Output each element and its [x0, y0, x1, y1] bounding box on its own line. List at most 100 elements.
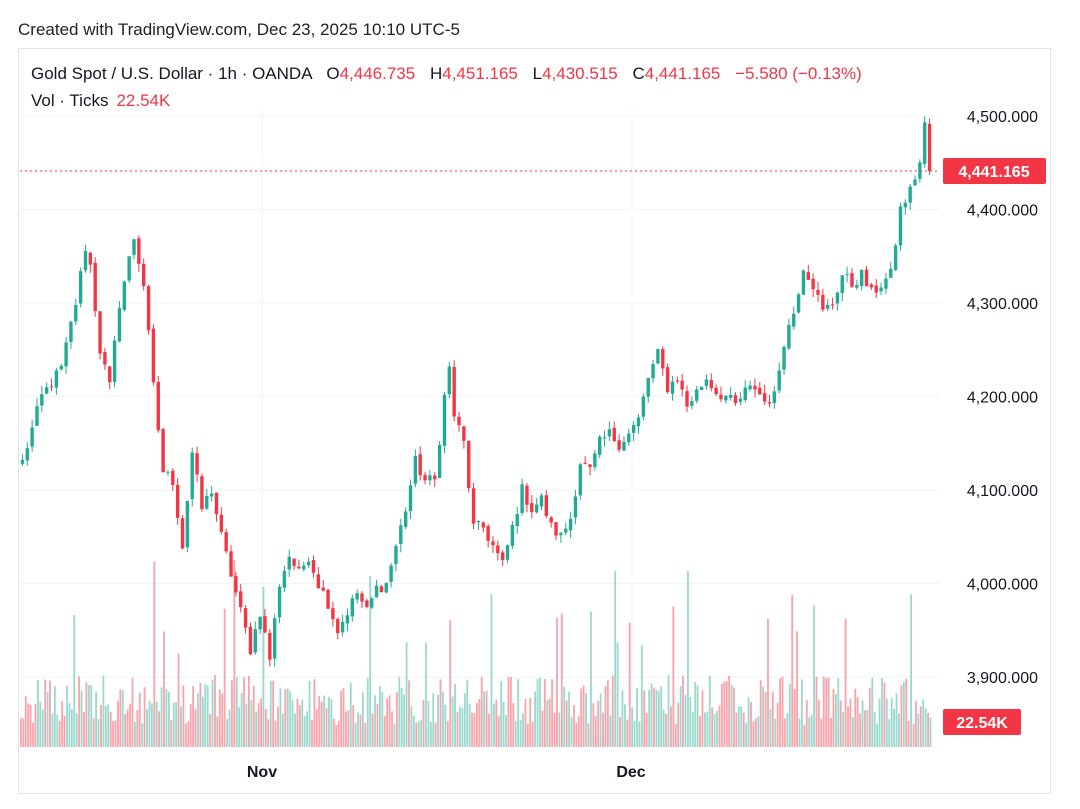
volume-bar: [289, 690, 292, 747]
volume-label[interactable]: Vol · Ticks: [31, 91, 109, 110]
candle-body: [403, 511, 408, 527]
volume-bar: [592, 703, 595, 747]
time-axis[interactable]: Nov Dec: [247, 764, 646, 781]
volume-bar: [420, 720, 423, 747]
volume-bar: [730, 684, 733, 747]
candle-body: [753, 385, 757, 390]
candle-body: [617, 440, 621, 450]
volume-bar: [143, 687, 146, 747]
volume-bar: [551, 679, 554, 747]
candle-body: [195, 453, 199, 475]
volume-bar: [194, 709, 197, 747]
volume-bar: [500, 680, 503, 747]
price-axis[interactable]: 4,500.000 4,400.000 4,300.000 4,200.000 4,10…: [967, 109, 1038, 687]
volume-bar: [398, 677, 401, 747]
volume-bar: [594, 716, 597, 747]
close-value: 4,441.165: [644, 64, 721, 83]
volume-bar: [233, 560, 236, 747]
volume-bar: [900, 685, 903, 747]
candle-body: [253, 629, 257, 653]
candle-body: [408, 485, 413, 511]
volume-bar: [905, 678, 908, 747]
volume-bar: [640, 645, 643, 747]
volume-bar: [878, 698, 881, 747]
candle-body: [520, 484, 524, 513]
candle-body: [607, 429, 612, 437]
volume-bar: [104, 706, 107, 747]
volume-bar: [66, 685, 68, 747]
candle-body: [399, 525, 403, 545]
candle-body: [685, 391, 689, 407]
candle-body: [394, 545, 398, 565]
candle-body: [864, 269, 869, 287]
volume-bar: [927, 712, 929, 747]
candle-body: [272, 618, 277, 659]
volume-bar: [708, 675, 711, 747]
volume-bar: [231, 680, 233, 747]
volume-bar: [895, 693, 898, 747]
candle-body: [151, 328, 156, 383]
candle-body: [690, 401, 694, 406]
volume-bar: [158, 711, 161, 747]
volume-bar: [298, 705, 301, 747]
volume-bar: [587, 723, 590, 747]
volume-bar: [912, 723, 915, 747]
volume-bar: [85, 682, 88, 747]
volume-bar: [832, 688, 835, 747]
candle-body: [743, 387, 747, 401]
candle-body: [297, 566, 301, 569]
volume-bar: [495, 699, 498, 747]
volume-bar: [281, 713, 284, 747]
volume-bar: [466, 679, 469, 747]
volume-bar: [134, 721, 136, 747]
symbol-title[interactable]: Gold Spot / U.S. Dollar · 1h · OANDA: [31, 64, 312, 83]
candle-body: [782, 346, 786, 370]
volume-bar: [514, 721, 517, 747]
candle-body: [515, 514, 519, 527]
volume-bar: [757, 716, 760, 747]
volume-bar: [395, 692, 398, 747]
volume-bar: [95, 691, 98, 747]
candle-body: [326, 589, 330, 609]
volume-bar: [614, 571, 617, 747]
volume-bar: [842, 712, 845, 747]
volume-bar: [621, 690, 624, 747]
candle-body: [554, 522, 558, 536]
volume-bar: [742, 712, 745, 747]
volume-bar: [427, 701, 430, 747]
created-with-caption: Created with TradingView.com, Dec 23, 20…: [18, 20, 460, 39]
volume-bar: [849, 698, 852, 747]
candle-body: [646, 377, 650, 397]
candle-body: [631, 424, 636, 433]
volume-bar: [175, 702, 178, 747]
volume-bar: [684, 694, 687, 747]
volume-bar: [257, 703, 260, 747]
volume-bar: [543, 678, 546, 747]
volume-bar: [243, 677, 245, 747]
volume-bar: [483, 691, 486, 747]
volume-bar: [383, 716, 386, 747]
candle-body: [457, 416, 461, 426]
candle-body: [340, 621, 345, 633]
volume-bar: [221, 693, 224, 747]
volume-bar: [468, 704, 471, 747]
volume-bar: [694, 681, 697, 747]
candle-body: [923, 122, 927, 164]
candle-body: [530, 503, 534, 513]
volume-bar: [767, 618, 769, 747]
volume-bar: [209, 714, 212, 747]
candle-body: [539, 495, 544, 507]
volume-bar: [22, 718, 25, 747]
candle-body: [675, 380, 680, 382]
candle-body: [840, 275, 844, 294]
x-tick-label: Dec: [616, 764, 645, 781]
candle-body: [98, 311, 102, 354]
volume-bar: [876, 724, 879, 747]
volume-bar: [674, 724, 677, 747]
candle-body: [559, 532, 563, 536]
volume-bar: [451, 696, 454, 747]
candle-body: [103, 351, 107, 365]
candle-body: [850, 273, 854, 287]
volume-bar: [631, 707, 634, 747]
